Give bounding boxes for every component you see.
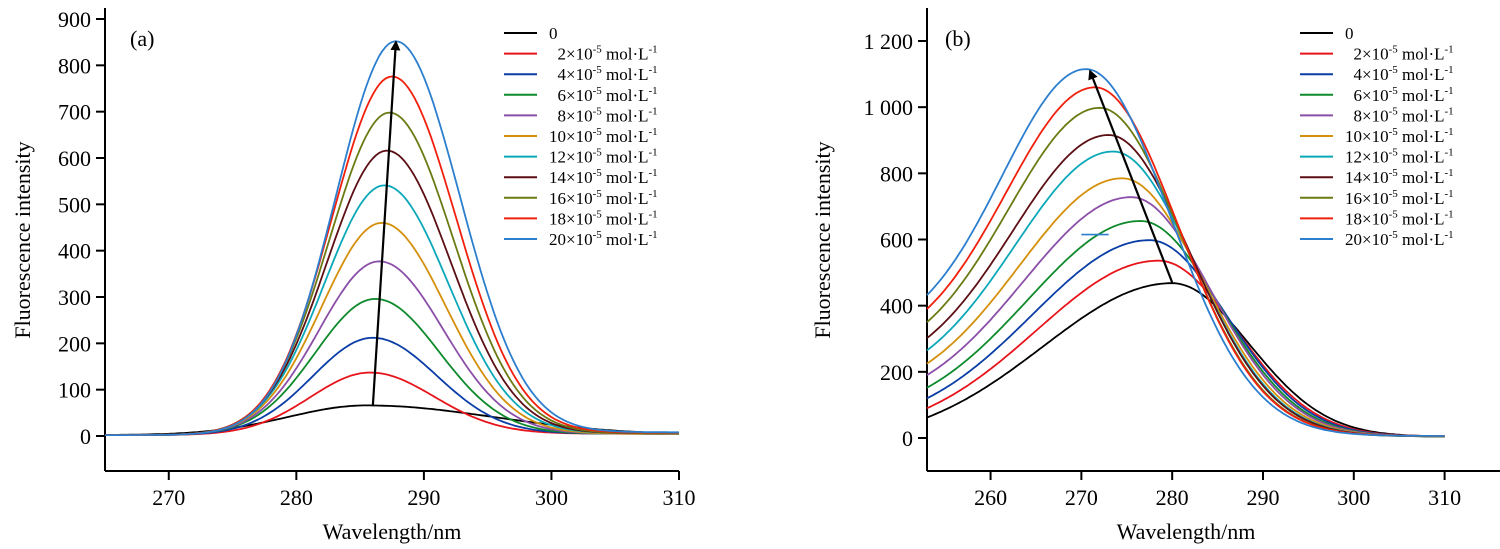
series-line <box>926 220 1445 438</box>
legend-label: 16×10-5 mol·L-1 <box>1345 188 1454 208</box>
legend-item: 6×10-5 mol·L-1 <box>504 85 658 105</box>
x-axis-title: Wavelength/nm <box>1117 519 1256 544</box>
legend-label: 14×10-5 mol·L-1 <box>1345 167 1454 187</box>
legend-item: 8×10-5 mol·L-1 <box>504 105 658 125</box>
legend-label: 12×10-5 mol·L-1 <box>1345 147 1454 167</box>
x-tick-label: 290 <box>407 485 440 510</box>
legend-item: 4×10-5 mol·L-1 <box>504 64 658 84</box>
x-tick-label: 280 <box>1156 485 1189 510</box>
x-tick-label: 270 <box>152 485 185 510</box>
y-tick-label: 1 200 <box>864 29 914 54</box>
legend-label: 6×10-5 mol·L-1 <box>549 85 658 105</box>
legend-label: 4×10-5 mol·L-1 <box>1345 64 1454 84</box>
legend-label: 0 <box>549 24 558 43</box>
trend-arrow <box>371 40 401 406</box>
panel-label: (a) <box>130 26 154 51</box>
legend-label: 8×10-5 mol·L-1 <box>549 105 658 125</box>
legend: 0 2×10-5 mol·L-1 4×10-5 mol·L-1 6×10-5 m… <box>504 24 658 249</box>
chart-panel-b: 0 200 400 600 800 1 000 1 200 260 270 280 290 300 31… <box>810 8 1500 544</box>
y-tick-label: 800 <box>880 161 913 186</box>
legend-label: 4×10-5 mol·L-1 <box>549 64 658 84</box>
x-tick-label: 310 <box>663 485 696 510</box>
x-tick-label: 290 <box>1246 485 1279 510</box>
y-tick-label: 100 <box>58 378 91 403</box>
legend-item: 18×10-5 mol·L-1 <box>1300 208 1454 228</box>
legend-label: 18×10-5 mol·L-1 <box>1345 208 1454 228</box>
legend-item: 10×10-5 mol·L-1 <box>1300 126 1454 146</box>
legend-label: 20×10-5 mol·L-1 <box>1345 229 1454 249</box>
y-tick-label: 500 <box>58 192 91 217</box>
legend-label: 12×10-5 mol·L-1 <box>549 147 658 167</box>
y-tick-label: 0 <box>80 424 91 449</box>
x-tick-label: 300 <box>535 485 568 510</box>
legend-item: 2×10-5 mol·L-1 <box>1300 44 1454 64</box>
y-tick-label: 900 <box>58 7 91 32</box>
x-tick-label: 260 <box>974 485 1007 510</box>
y-tick-label: 200 <box>58 331 91 356</box>
series-line <box>105 297 679 437</box>
legend-label: 10×10-5 mol·L-1 <box>1345 126 1454 146</box>
y-tick-label: 600 <box>880 228 913 253</box>
legend-item: 0 <box>1300 24 1354 43</box>
y-tick-label: 200 <box>880 360 913 385</box>
legend-item: 16×10-5 mol·L-1 <box>504 188 658 208</box>
panel-label: (b) <box>945 26 971 51</box>
legend-item: 12×10-5 mol·L-1 <box>1300 147 1454 167</box>
legend-item: 20×10-5 mol·L-1 <box>504 229 658 249</box>
series-line <box>105 111 679 437</box>
y-tick-label: 600 <box>58 146 91 171</box>
legend-label: 18×10-5 mol·L-1 <box>549 208 658 228</box>
legend-item: 18×10-5 mol·L-1 <box>504 208 658 228</box>
legend-label: 0 <box>1345 24 1354 43</box>
legend-label: 8×10-5 mol·L-1 <box>1345 105 1454 125</box>
chart-panel-a: 0 100 200 300 400 500 600 700 800 900 270 280 290 300… <box>10 7 696 544</box>
series-line <box>926 259 1445 438</box>
legend-label: 2×10-5 mol·L-1 <box>549 44 658 64</box>
legend-item: 20×10-5 mol·L-1 <box>1300 229 1454 249</box>
y-axis-title: Fluorescence intensity <box>10 141 35 338</box>
legend-label: 10×10-5 mol·L-1 <box>549 126 658 146</box>
legend-label: 16×10-5 mol·L-1 <box>549 188 658 208</box>
x-axis-title: Wavelength/nm <box>323 519 462 544</box>
legend-item: 14×10-5 mol·L-1 <box>1300 167 1454 187</box>
x-tick-label: 270 <box>1065 485 1098 510</box>
legend-item: 14×10-5 mol·L-1 <box>504 167 658 187</box>
y-tick-label: 400 <box>58 239 91 264</box>
series-line <box>105 336 679 437</box>
legend-item: 4×10-5 mol·L-1 <box>1300 64 1454 84</box>
series-line <box>926 239 1445 438</box>
legend-item: 2×10-5 mol·L-1 <box>504 44 658 64</box>
y-tick-label: 300 <box>58 285 91 310</box>
x-tick-label: 300 <box>1337 485 1370 510</box>
legend-label: 2×10-5 mol·L-1 <box>1345 44 1454 64</box>
legend-label: 6×10-5 mol·L-1 <box>1345 85 1454 105</box>
y-tick-label: 1 000 <box>864 95 914 120</box>
series-line <box>105 221 679 437</box>
legend-label: 20×10-5 mol·L-1 <box>549 229 658 249</box>
y-tick-label: 400 <box>880 294 913 319</box>
x-tick-label: 280 <box>280 485 313 510</box>
series-line <box>105 184 679 437</box>
x-tick-label: 310 <box>1428 485 1461 510</box>
y-tick-label: 800 <box>58 53 91 78</box>
legend-item: 12×10-5 mol·L-1 <box>504 147 658 167</box>
legend-item: 10×10-5 mol·L-1 <box>504 126 658 146</box>
series-line <box>105 371 679 437</box>
legend-item: 6×10-5 mol·L-1 <box>1300 85 1454 105</box>
series-line <box>926 282 1445 438</box>
series-line <box>926 68 1445 437</box>
legend-item: 0 <box>504 24 558 43</box>
legend-item: 16×10-5 mol·L-1 <box>1300 188 1454 208</box>
y-axis-title: Fluorescence intensity <box>810 141 835 338</box>
legend: 0 2×10-5 mol·L-1 4×10-5 mol·L-1 6×10-5 m… <box>1300 24 1454 249</box>
legend-label: 14×10-5 mol·L-1 <box>549 167 658 187</box>
y-tick-label: 700 <box>58 100 91 125</box>
trend-arrow <box>1088 69 1174 283</box>
legend-item: 8×10-5 mol·L-1 <box>1300 105 1454 125</box>
series-line <box>105 260 679 437</box>
y-tick-label: 0 <box>902 426 913 451</box>
